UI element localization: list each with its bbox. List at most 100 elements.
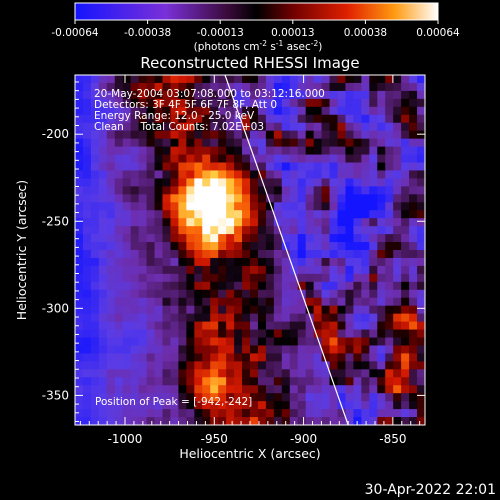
image-pixel xyxy=(75,345,84,354)
image-pixel xyxy=(281,409,291,418)
image-pixel xyxy=(242,257,251,267)
image-pixel xyxy=(242,138,251,148)
image-pixel xyxy=(313,218,323,227)
image-pixel xyxy=(122,250,132,259)
image-pixel xyxy=(369,82,378,92)
image-pixel xyxy=(369,130,378,140)
image-pixel xyxy=(106,154,116,164)
image-pixel xyxy=(186,353,195,362)
y-axis-label: Heliocentric Y (arcsec) xyxy=(14,180,29,320)
image-pixel xyxy=(265,146,275,156)
image-pixel xyxy=(401,218,410,227)
image-pixel xyxy=(194,401,203,410)
image-pixel xyxy=(90,154,100,164)
image-pixel xyxy=(369,409,378,418)
image-pixel xyxy=(234,337,243,347)
image-pixel xyxy=(202,162,211,172)
image-pixel xyxy=(305,138,315,148)
image-pixel xyxy=(401,369,410,378)
image-pixel xyxy=(281,250,291,259)
image-pixel xyxy=(401,353,410,362)
image-pixel xyxy=(122,265,132,275)
image-pixel xyxy=(289,162,299,172)
image-pixel xyxy=(234,106,243,116)
image-pixel xyxy=(409,90,418,100)
image-pixel xyxy=(409,170,418,179)
image-pixel xyxy=(186,257,195,267)
image-pixel xyxy=(138,369,148,378)
image-pixel xyxy=(409,242,418,251)
image-pixel xyxy=(321,281,331,291)
image-pixel xyxy=(234,369,243,378)
image-pixel xyxy=(186,361,195,370)
image-pixel xyxy=(393,297,402,307)
image-pixel xyxy=(98,154,108,164)
image-pixel xyxy=(401,385,410,394)
image-pixel xyxy=(226,265,235,275)
image-pixel xyxy=(337,242,347,251)
image-pixel xyxy=(186,409,195,418)
image-pixel xyxy=(218,218,227,227)
image-pixel xyxy=(162,226,172,235)
image-pixel xyxy=(281,186,291,195)
image-pixel xyxy=(250,321,259,331)
image-pixel xyxy=(313,75,323,84)
image-pixel xyxy=(329,114,339,124)
image-pixel xyxy=(393,130,402,140)
image-pixel xyxy=(361,138,370,148)
image-pixel xyxy=(154,393,164,402)
image-pixel xyxy=(162,250,172,259)
image-pixel xyxy=(194,242,203,251)
image-pixel xyxy=(377,345,386,354)
image-pixel xyxy=(170,281,179,291)
image-pixel xyxy=(162,90,172,100)
image-pixel xyxy=(186,329,195,339)
image-pixel xyxy=(393,401,402,410)
image-pixel xyxy=(273,122,283,132)
image-pixel xyxy=(114,218,124,227)
image-pixel xyxy=(138,130,148,140)
image-pixel xyxy=(75,98,84,108)
image-pixel xyxy=(377,385,386,394)
image-pixel xyxy=(194,337,203,347)
image-pixel xyxy=(417,329,425,339)
image-pixel xyxy=(98,186,108,195)
image-pixel xyxy=(313,242,323,251)
image-pixel xyxy=(289,106,299,116)
image-pixel xyxy=(98,90,108,100)
image-pixel xyxy=(377,369,386,378)
image-pixel xyxy=(114,289,124,299)
image-pixel xyxy=(329,194,339,203)
image-pixel xyxy=(90,377,100,386)
image-pixel xyxy=(194,106,203,116)
image-pixel xyxy=(122,90,132,100)
image-pixel xyxy=(401,194,410,203)
image-pixel xyxy=(353,75,362,84)
image-pixel xyxy=(234,178,243,187)
image-pixel xyxy=(377,218,386,227)
image-pixel xyxy=(90,82,100,92)
image-pixel xyxy=(321,82,331,92)
image-pixel xyxy=(98,345,108,354)
image-pixel xyxy=(257,289,267,299)
image-pixel xyxy=(337,297,347,307)
image-pixel xyxy=(417,178,425,187)
image-pixel xyxy=(345,361,354,370)
image-pixel xyxy=(329,409,339,418)
image-pixel xyxy=(361,329,370,339)
image-pixel xyxy=(106,369,116,378)
image-pixel xyxy=(154,361,164,370)
image-pixel xyxy=(361,281,370,291)
image-pixel xyxy=(218,114,227,124)
image-pixel xyxy=(170,353,179,362)
image-pixel xyxy=(385,106,394,116)
image-pixel xyxy=(281,257,291,267)
image-pixel xyxy=(114,122,124,132)
image-pixel xyxy=(146,234,156,243)
image-pixel xyxy=(162,210,172,219)
image-pixel xyxy=(98,234,108,243)
image-pixel xyxy=(289,90,299,100)
image-pixel xyxy=(98,194,108,203)
image-pixel xyxy=(242,114,251,124)
image-pixel xyxy=(361,377,370,386)
